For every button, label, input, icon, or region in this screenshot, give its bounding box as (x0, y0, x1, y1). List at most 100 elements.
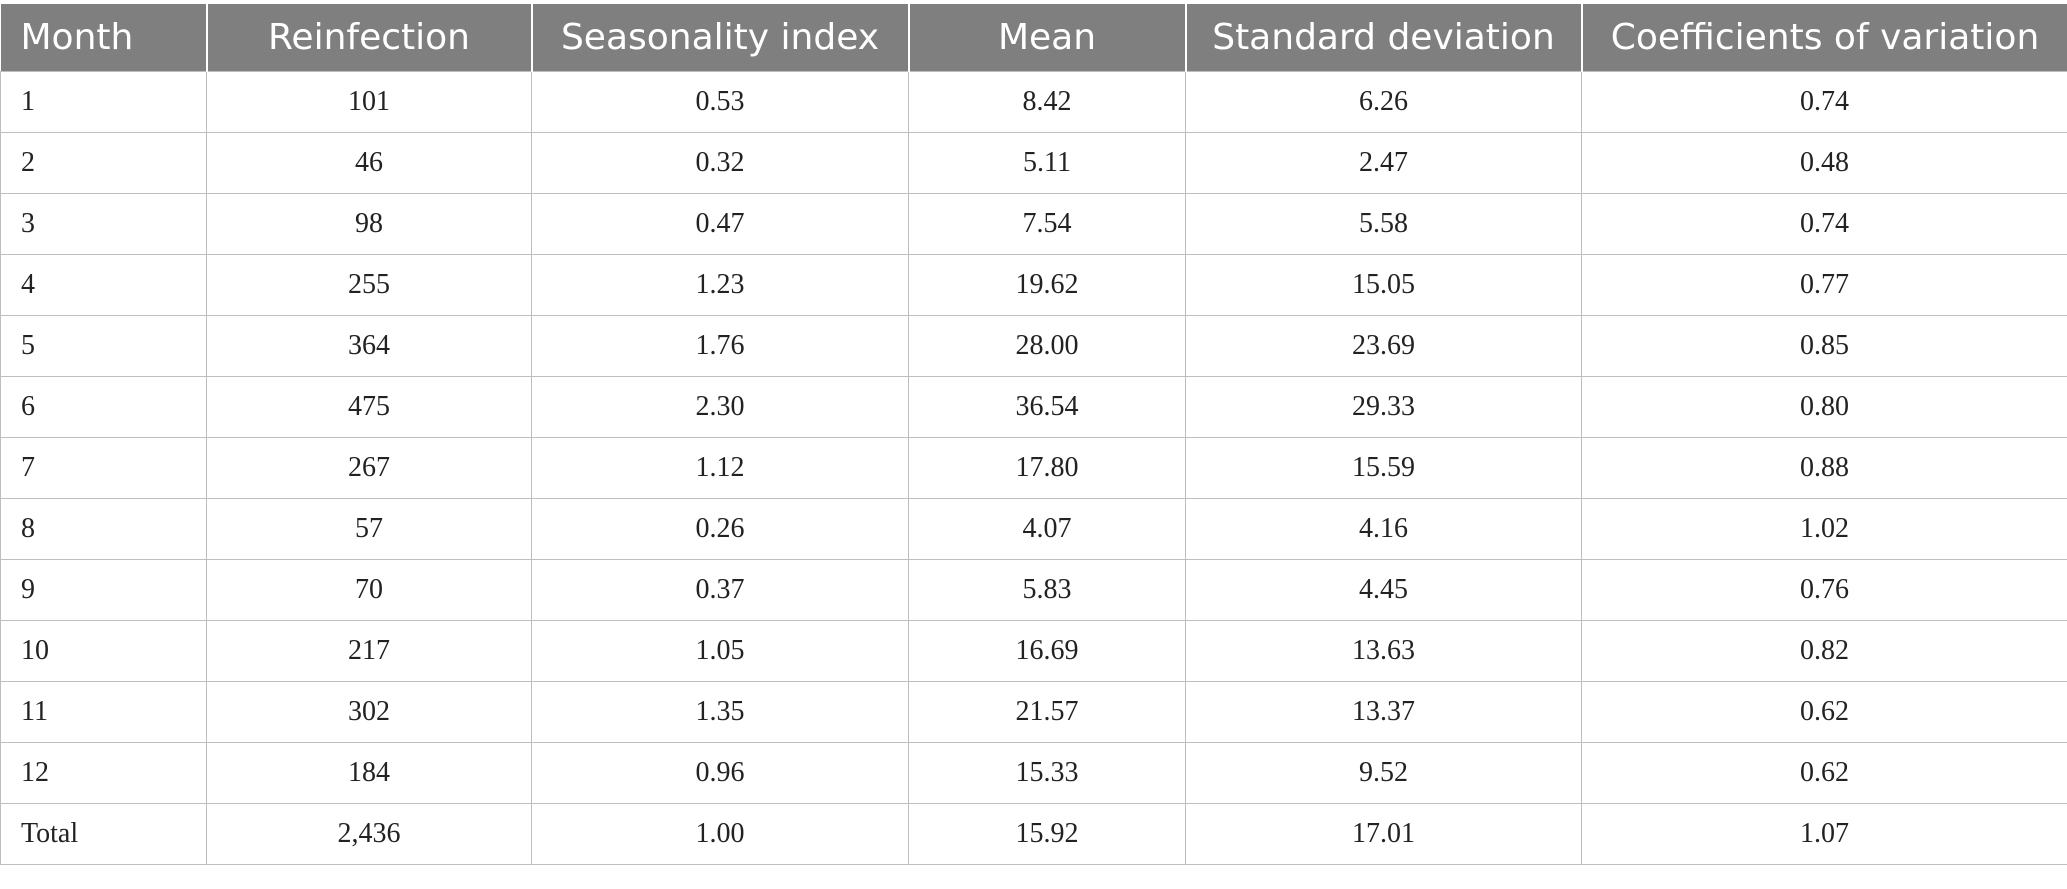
cell-seasonality-index: 0.37 (531, 559, 909, 621)
cell-month: 10 (0, 620, 207, 682)
cell-mean: 36.54 (908, 376, 1186, 438)
table-row-total: Total 2,436 1.00 15.92 17.01 1.07 (0, 803, 2067, 865)
cell-mean: 17.80 (908, 437, 1186, 499)
table-row: 11 302 1.35 21.57 13.37 0.62 (0, 681, 2067, 743)
cell-reinfection: 184 (206, 742, 532, 804)
column-header-seasonality-index: Seasonality index (530, 4, 909, 72)
cell-standard-deviation: 23.69 (1185, 315, 1582, 377)
cell-reinfection: 475 (206, 376, 532, 438)
cell-coefficient-of-variation: 1.02 (1581, 498, 2067, 560)
table-row: 9 70 0.37 5.83 4.45 0.76 (0, 559, 2067, 621)
table-row: 3 98 0.47 7.54 5.58 0.74 (0, 193, 2067, 255)
cell-month: 2 (0, 132, 207, 194)
seasonality-table: Month Reinfection Seasonality index Mean… (0, 4, 2067, 865)
cell-reinfection: 70 (206, 559, 532, 621)
cell-standard-deviation: 15.59 (1185, 437, 1582, 499)
cell-reinfection: 255 (206, 254, 532, 316)
cell-standard-deviation: 29.33 (1185, 376, 1582, 438)
table-row: 7 267 1.12 17.80 15.59 0.88 (0, 437, 2067, 499)
cell-mean: 7.54 (908, 193, 1186, 255)
table-row: 12 184 0.96 15.33 9.52 0.62 (0, 742, 2067, 804)
cell-seasonality-index: 1.00 (531, 803, 909, 865)
cell-month: 6 (0, 376, 207, 438)
cell-seasonality-index: 0.32 (531, 132, 909, 194)
cell-seasonality-index: 1.12 (531, 437, 909, 499)
cell-month: 8 (0, 498, 207, 560)
cell-standard-deviation: 9.52 (1185, 742, 1582, 804)
column-header-mean: Mean (907, 4, 1186, 72)
cell-month: 4 (0, 254, 207, 316)
cell-mean: 5.11 (908, 132, 1186, 194)
cell-standard-deviation: 17.01 (1185, 803, 1582, 865)
column-header-reinfection: Reinfection (205, 4, 532, 72)
cell-mean: 15.92 (908, 803, 1186, 865)
cell-coefficient-of-variation: 0.80 (1581, 376, 2067, 438)
cell-coefficient-of-variation: 0.85 (1581, 315, 2067, 377)
cell-month: 12 (0, 742, 207, 804)
table-row: 2 46 0.32 5.11 2.47 0.48 (0, 132, 2067, 194)
cell-month: 3 (0, 193, 207, 255)
cell-coefficient-of-variation: 0.74 (1581, 71, 2067, 133)
cell-seasonality-index: 1.76 (531, 315, 909, 377)
cell-standard-deviation: 5.58 (1185, 193, 1582, 255)
cell-seasonality-index: 1.23 (531, 254, 909, 316)
cell-seasonality-index: 0.26 (531, 498, 909, 560)
cell-reinfection: 364 (206, 315, 532, 377)
cell-coefficient-of-variation: 0.88 (1581, 437, 2067, 499)
cell-coefficient-of-variation: 0.62 (1581, 742, 2067, 804)
cell-mean: 8.42 (908, 71, 1186, 133)
header-row: Month Reinfection Seasonality index Mean… (0, 4, 2067, 72)
cell-standard-deviation: 13.63 (1185, 620, 1582, 682)
cell-reinfection: 98 (206, 193, 532, 255)
column-header-month: Month (0, 4, 207, 72)
cell-month: 1 (0, 71, 207, 133)
cell-coefficient-of-variation: 0.82 (1581, 620, 2067, 682)
cell-seasonality-index: 0.47 (531, 193, 909, 255)
cell-reinfection: 267 (206, 437, 532, 499)
table-row: 8 57 0.26 4.07 4.16 1.02 (0, 498, 2067, 560)
cell-seasonality-index: 0.53 (531, 71, 909, 133)
cell-mean: 5.83 (908, 559, 1186, 621)
cell-coefficient-of-variation: 0.77 (1581, 254, 2067, 316)
cell-coefficient-of-variation: 1.07 (1581, 803, 2067, 865)
cell-standard-deviation: 15.05 (1185, 254, 1582, 316)
data-table-container: Month Reinfection Seasonality index Mean… (0, 4, 2067, 865)
table-row: 4 255 1.23 19.62 15.05 0.77 (0, 254, 2067, 316)
cell-reinfection: 46 (206, 132, 532, 194)
table-row: 10 217 1.05 16.69 13.63 0.82 (0, 620, 2067, 682)
table-row: 5 364 1.76 28.00 23.69 0.85 (0, 315, 2067, 377)
cell-seasonality-index: 0.96 (531, 742, 909, 804)
cell-month: 9 (0, 559, 207, 621)
cell-coefficient-of-variation: 0.48 (1581, 132, 2067, 194)
cell-seasonality-index: 2.30 (531, 376, 909, 438)
cell-standard-deviation: 4.45 (1185, 559, 1582, 621)
table-row: 6 475 2.30 36.54 29.33 0.80 (0, 376, 2067, 438)
cell-reinfection: 302 (206, 681, 532, 743)
cell-reinfection: 2,436 (206, 803, 532, 865)
column-header-standard-deviation: Standard deviation (1184, 4, 1582, 72)
cell-coefficient-of-variation: 0.76 (1581, 559, 2067, 621)
cell-month: 11 (0, 681, 207, 743)
cell-coefficient-of-variation: 0.74 (1581, 193, 2067, 255)
cell-reinfection: 57 (206, 498, 532, 560)
cell-mean: 16.69 (908, 620, 1186, 682)
cell-seasonality-index: 1.35 (531, 681, 909, 743)
cell-mean: 15.33 (908, 742, 1186, 804)
cell-mean: 19.62 (908, 254, 1186, 316)
cell-standard-deviation: 2.47 (1185, 132, 1582, 194)
cell-coefficient-of-variation: 0.62 (1581, 681, 2067, 743)
cell-standard-deviation: 4.16 (1185, 498, 1582, 560)
cell-month: 7 (0, 437, 207, 499)
cell-standard-deviation: 6.26 (1185, 71, 1582, 133)
column-header-coefficients-of-variation: Coefficients of variation (1580, 4, 2067, 72)
cell-standard-deviation: 13.37 (1185, 681, 1582, 743)
cell-mean: 4.07 (908, 498, 1186, 560)
cell-seasonality-index: 1.05 (531, 620, 909, 682)
cell-mean: 21.57 (908, 681, 1186, 743)
cell-month: 5 (0, 315, 207, 377)
cell-reinfection: 101 (206, 71, 532, 133)
cell-mean: 28.00 (908, 315, 1186, 377)
cell-reinfection: 217 (206, 620, 532, 682)
cell-month: Total (0, 803, 207, 865)
table-row: 1 101 0.53 8.42 6.26 0.74 (0, 71, 2067, 133)
